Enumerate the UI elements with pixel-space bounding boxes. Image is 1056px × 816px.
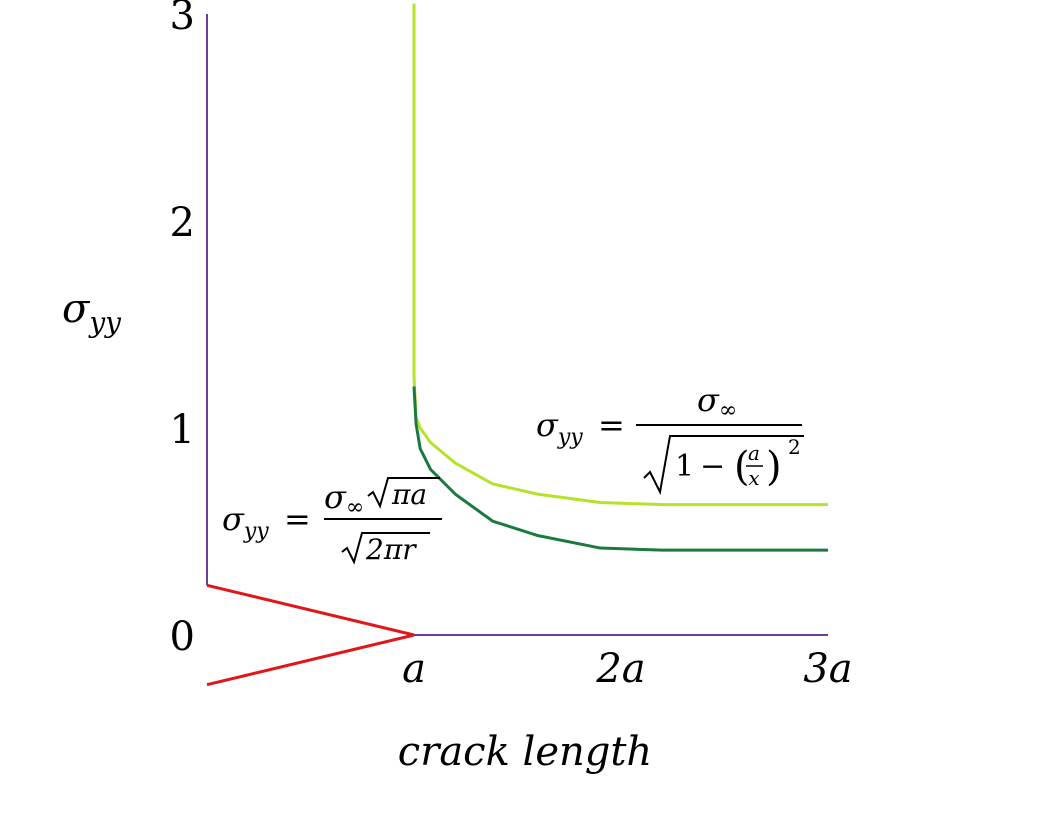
far-field-frac-den: x bbox=[748, 466, 759, 490]
axes bbox=[206, 14, 828, 636]
x-axis-label: crack length bbox=[398, 729, 652, 775]
crack-profile bbox=[206, 583, 415, 687]
near-tip-num-sub: ∞ bbox=[346, 495, 364, 520]
x-tick-label: 2a bbox=[595, 646, 645, 692]
far-field-frac-num: a bbox=[748, 441, 760, 465]
near-tip-lhs-base: σ bbox=[222, 500, 245, 538]
y-axis-label-sub: yy bbox=[87, 306, 122, 339]
svg-text:): ) bbox=[766, 444, 782, 490]
near-tip-eq: = bbox=[284, 500, 311, 538]
y-axis-label: σyy bbox=[62, 286, 122, 339]
y-tick-label: 1 bbox=[170, 407, 195, 453]
svg-text:σ∞: σ∞ bbox=[324, 478, 364, 520]
far-field-formula: σyy = σ∞ 1 − ( a x ) 2 bbox=[536, 381, 804, 496]
far-field-den-one: 1 bbox=[675, 449, 694, 484]
y-axis-label-base: σ bbox=[62, 286, 91, 332]
svg-text:σyy: σyy bbox=[222, 500, 269, 544]
far-field-lhs-base: σ bbox=[536, 406, 559, 444]
near-tip-den-root: 2πr bbox=[365, 533, 417, 566]
near-tip-num-sqrt bbox=[367, 477, 440, 509]
crack-wedge bbox=[206, 583, 415, 687]
series-group bbox=[412, 3, 828, 552]
far-field-sqrt-sign bbox=[643, 435, 804, 496]
x-tick-label: 3a bbox=[803, 646, 852, 692]
series-line-2 bbox=[412, 386, 828, 552]
y-tick-label: 3 bbox=[170, 0, 195, 39]
y-tick-label: 2 bbox=[170, 200, 195, 246]
far-field-num-base: σ bbox=[697, 381, 720, 419]
svg-text:(: ( bbox=[734, 444, 750, 490]
far-field-lhs-sub: yy bbox=[557, 425, 583, 450]
near-tip-num-base: σ bbox=[324, 478, 347, 516]
near-tip-num-root: πa bbox=[391, 478, 427, 511]
x-tick-label: a bbox=[402, 646, 426, 692]
near-tip-lhs-sub: yy bbox=[243, 519, 269, 544]
far-field-exp: 2 bbox=[788, 435, 801, 459]
far-field-num-sub: ∞ bbox=[719, 398, 737, 423]
far-field-den-minus: − bbox=[700, 449, 725, 484]
far-field-eq: = bbox=[598, 406, 625, 444]
y-tick-label: 0 bbox=[170, 614, 195, 660]
near-tip-formula: σyy = σ∞ πa 2πr bbox=[222, 477, 442, 566]
svg-text:σ∞: σ∞ bbox=[697, 381, 737, 423]
near-tip-den-sqrt bbox=[341, 532, 430, 565]
svg-text:σyy: σyy bbox=[536, 406, 583, 450]
